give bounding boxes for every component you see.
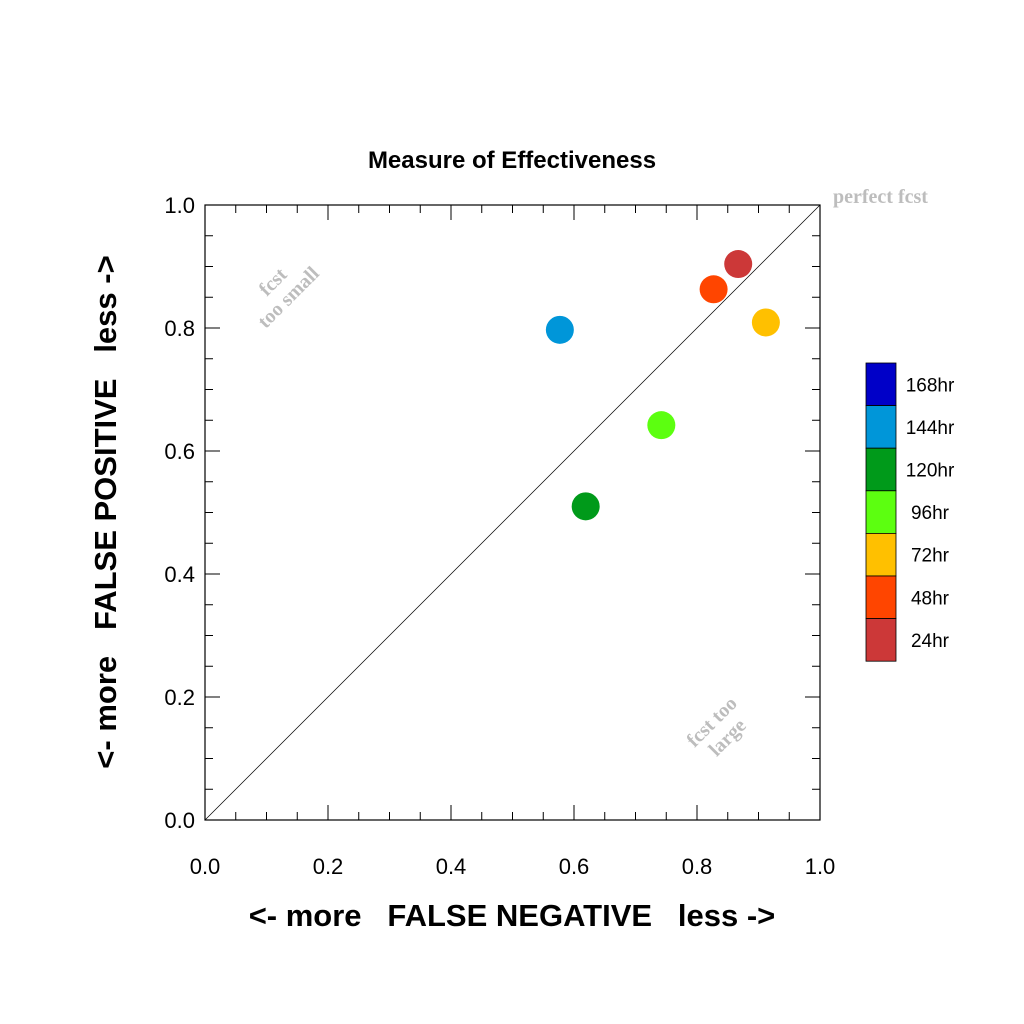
point-48hr <box>699 275 728 304</box>
perfect-forecast-annotation: perfect fcst <box>833 186 928 208</box>
x-tick-label: 0.4 <box>436 854 467 879</box>
legend-swatch-48hr <box>865 575 897 619</box>
chart-title: Measure of Effectiveness <box>368 147 656 174</box>
point-96hr <box>647 411 676 440</box>
data-points <box>545 250 780 521</box>
legend-label-144hr: 144hr <box>906 418 955 439</box>
legend-swatch-144hr <box>865 405 897 449</box>
perfect-forecast-diagonal <box>204 204 821 821</box>
legend-label-48hr: 48hr <box>911 588 950 609</box>
point-144hr <box>545 315 574 344</box>
too-large-annotation: fcst too large <box>683 693 751 761</box>
x-tick-label: 0.8 <box>682 854 713 879</box>
y-tick-label: 0.2 <box>164 685 195 710</box>
y-tick-label: 1.0 <box>164 193 195 218</box>
too-small-line-2: too small <box>254 262 324 332</box>
y-tick-label: 0.4 <box>164 562 195 587</box>
y-tick-label: 0.0 <box>164 808 195 833</box>
legend-label-24hr: 24hr <box>911 631 950 652</box>
plot-area: 0.0 0.2 0.4 0.6 0.8 1.0 0.0 0.2 0.4 0.6 0.8 1.0 <box>164 193 835 879</box>
y-tick-label: 0.6 <box>164 439 195 464</box>
axis-tick-labels: 0.0 0.2 0.4 0.6 0.8 1.0 0.0 0.2 0.4 0.6 0.8 1.0 <box>164 193 835 879</box>
x-tick-label: 0.2 <box>313 854 344 879</box>
point-72hr <box>751 308 780 337</box>
y-axis-label: <- more FALSE POSITIVE less -> <box>88 255 123 768</box>
legend-swatch-120hr <box>865 447 897 492</box>
legend-label-72hr: 72hr <box>911 546 950 567</box>
y-tick-label: 0.8 <box>164 316 195 341</box>
legend-swatch-24hr <box>865 618 897 662</box>
legend-swatch-72hr <box>865 533 897 577</box>
point-120hr <box>571 492 600 521</box>
axis-ticks <box>204 204 821 821</box>
legend-swatch-168hr <box>865 362 897 406</box>
x-axis-label: <- more FALSE NEGATIVE less -> <box>249 898 776 933</box>
legend-swatch-96hr <box>865 490 897 534</box>
x-tick-label: 0.0 <box>190 854 221 879</box>
x-tick-label: 1.0 <box>805 854 836 879</box>
legend-label-96hr: 96hr <box>911 503 950 524</box>
too-small-annotation: fcst too small <box>254 262 324 332</box>
point-24hr <box>724 250 753 279</box>
legend-label-120hr: 120hr <box>906 461 955 482</box>
legend-label-168hr: 168hr <box>906 375 955 396</box>
x-tick-label: 0.6 <box>559 854 590 879</box>
legend: 168hr 144hr 120hr 96hr 72hr 48hr 24hr <box>865 362 955 662</box>
